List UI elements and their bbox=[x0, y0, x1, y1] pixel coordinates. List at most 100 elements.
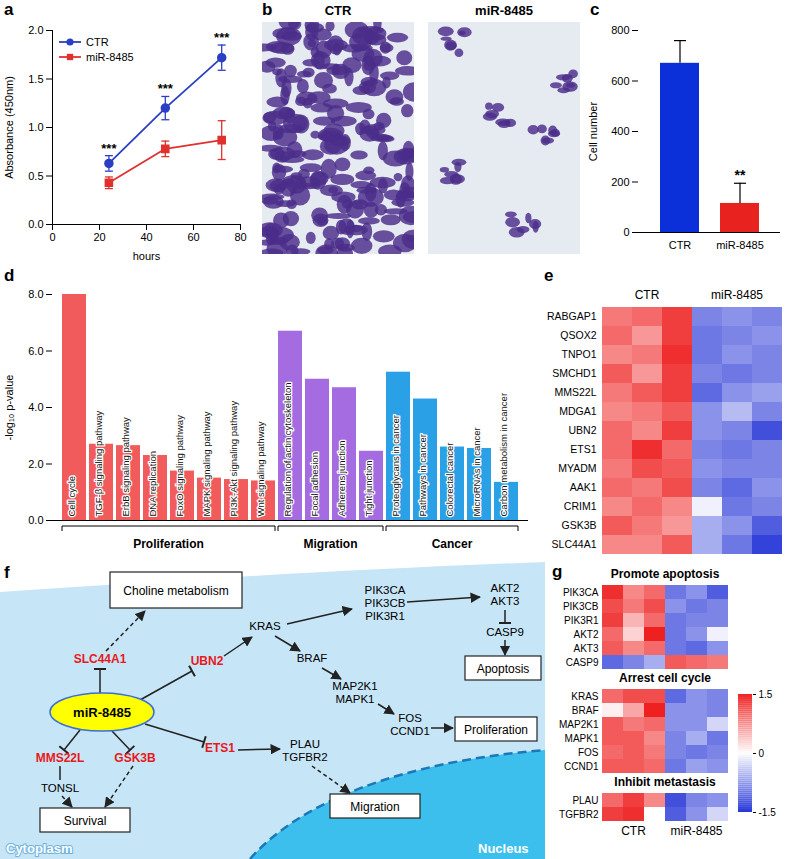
svg-text:Adherens junction: Adherens junction bbox=[336, 440, 347, 516]
svg-text:Pathways in cancer: Pathways in cancer bbox=[417, 434, 428, 516]
svg-text:RABGAP1: RABGAP1 bbox=[547, 310, 597, 322]
svg-text:Regulation of actin cytoskelet: Regulation of actin cytoskeleton bbox=[282, 382, 293, 516]
svg-text:80: 80 bbox=[234, 231, 246, 243]
svg-text:Carbon metabolism in cancer: Carbon metabolism in cancer bbox=[498, 393, 509, 517]
svg-text:AKT3: AKT3 bbox=[491, 595, 520, 607]
svg-text:hours: hours bbox=[133, 250, 161, 262]
svg-text:CTR: CTR bbox=[635, 288, 660, 302]
svg-text:KRAS: KRAS bbox=[249, 620, 281, 632]
svg-text:0: 0 bbox=[49, 231, 55, 243]
svg-text:CTR: CTR bbox=[669, 239, 692, 251]
svg-text:PIK3R1: PIK3R1 bbox=[365, 610, 405, 622]
svg-text:UBN2: UBN2 bbox=[568, 424, 596, 436]
svg-text:MMS22L: MMS22L bbox=[36, 751, 85, 765]
svg-text:Nucleus: Nucleus bbox=[478, 841, 529, 856]
svg-text:MAPK1: MAPK1 bbox=[336, 693, 375, 705]
svg-text:***: *** bbox=[101, 141, 117, 156]
svg-text:-1.5: -1.5 bbox=[759, 807, 777, 818]
svg-text:TGF-β signaling pathway: TGF-β signaling pathway bbox=[93, 410, 104, 516]
svg-text:***: *** bbox=[214, 30, 230, 45]
svg-text:SLC44A1: SLC44A1 bbox=[552, 538, 597, 550]
svg-text:MAP2K1: MAP2K1 bbox=[332, 680, 377, 692]
svg-text:PLAU: PLAU bbox=[572, 795, 598, 806]
svg-text:MAPK1: MAPK1 bbox=[565, 733, 599, 744]
svg-text:0.5: 0.5 bbox=[28, 170, 43, 182]
svg-text:60: 60 bbox=[187, 231, 199, 243]
svg-text:Tight junction: Tight junction bbox=[363, 460, 374, 516]
svg-text:Apoptosis: Apoptosis bbox=[477, 662, 530, 676]
svg-text:CCND1: CCND1 bbox=[564, 761, 599, 772]
svg-text:FOS: FOS bbox=[578, 747, 599, 758]
svg-text:PIK3CB: PIK3CB bbox=[563, 601, 599, 612]
svg-text:20: 20 bbox=[93, 231, 105, 243]
svg-text:FoxO signaling pathway: FoxO signaling pathway bbox=[174, 415, 185, 517]
svg-text:CASP9: CASP9 bbox=[566, 657, 599, 668]
svg-text:ETS1: ETS1 bbox=[205, 741, 235, 755]
svg-text:Migration: Migration bbox=[350, 800, 399, 814]
svg-text:AKT2: AKT2 bbox=[491, 582, 520, 594]
svg-text:TGFBR2: TGFBR2 bbox=[282, 751, 327, 763]
svg-text:Proteoglycans in cancer: Proteoglycans in cancer bbox=[390, 415, 401, 516]
svg-text:Wnt signaling pathway: Wnt signaling pathway bbox=[255, 421, 266, 516]
svg-text:UBN2: UBN2 bbox=[191, 654, 224, 668]
svg-text:***: *** bbox=[158, 81, 174, 96]
svg-text:MMS22L: MMS22L bbox=[554, 386, 596, 398]
svg-text:-log₁₀ p-value: -log₁₀ p-value bbox=[3, 375, 15, 441]
svg-text:Cancer: Cancer bbox=[432, 537, 473, 551]
svg-text:1.0: 1.0 bbox=[28, 121, 43, 133]
svg-text:TONSL: TONSL bbox=[41, 782, 80, 794]
svg-text:Proliferation: Proliferation bbox=[133, 537, 204, 551]
svg-text:800: 800 bbox=[611, 24, 629, 36]
svg-text:PIK3CB: PIK3CB bbox=[365, 597, 406, 609]
svg-text:4.0: 4.0 bbox=[28, 401, 43, 413]
svg-text:0.0: 0.0 bbox=[28, 514, 43, 526]
svg-text:Migration: Migration bbox=[304, 537, 358, 551]
svg-text:SLC44A1: SLC44A1 bbox=[74, 652, 127, 666]
svg-text:miR-8485: miR-8485 bbox=[73, 705, 131, 720]
svg-text:ErbB signaling pathway: ErbB signaling pathway bbox=[120, 417, 131, 517]
svg-text:miR-8485: miR-8485 bbox=[711, 288, 763, 302]
svg-text:ETS1: ETS1 bbox=[570, 443, 596, 455]
svg-text:1.5: 1.5 bbox=[28, 73, 43, 85]
svg-text:Focal adhesion: Focal adhesion bbox=[309, 452, 320, 516]
svg-text:CRIM1: CRIM1 bbox=[564, 500, 597, 512]
svg-text:PIK3R1: PIK3R1 bbox=[564, 615, 599, 626]
svg-text:Cytoplasm: Cytoplasm bbox=[6, 841, 72, 856]
svg-text:40: 40 bbox=[140, 231, 152, 243]
svg-text:MYADM: MYADM bbox=[558, 462, 596, 474]
svg-text:DNA replication: DNA replication bbox=[147, 451, 158, 516]
svg-text:0: 0 bbox=[759, 748, 765, 759]
svg-text:2.0: 2.0 bbox=[28, 24, 43, 36]
svg-text:BRAF: BRAF bbox=[297, 652, 328, 664]
svg-text:Colorectal cancer: Colorectal cancer bbox=[444, 443, 455, 517]
svg-text:CASP9: CASP9 bbox=[486, 626, 524, 638]
svg-text:TGFBR2: TGFBR2 bbox=[559, 809, 599, 820]
svg-text:CCND1: CCND1 bbox=[390, 725, 430, 737]
svg-text:FOS: FOS bbox=[398, 712, 422, 724]
svg-text:**: ** bbox=[735, 167, 746, 183]
svg-text:MAP2K1: MAP2K1 bbox=[559, 719, 599, 730]
svg-text:GSK3B: GSK3B bbox=[114, 751, 156, 765]
svg-text:PLAU: PLAU bbox=[290, 738, 320, 750]
svg-text:TNPO1: TNPO1 bbox=[561, 348, 596, 360]
svg-text:MicroRNAs in cancer: MicroRNAs in cancer bbox=[471, 427, 482, 516]
svg-text:400: 400 bbox=[611, 125, 629, 137]
svg-text:Cell cycle: Cell cycle bbox=[66, 476, 77, 517]
svg-text:6.0: 6.0 bbox=[28, 345, 43, 357]
svg-text:BRAF: BRAF bbox=[572, 705, 599, 716]
svg-text:miR-8485: miR-8485 bbox=[716, 239, 764, 251]
svg-text:0.0: 0.0 bbox=[28, 218, 43, 230]
svg-text:QSOX2: QSOX2 bbox=[560, 329, 596, 341]
svg-text:200: 200 bbox=[611, 176, 629, 188]
svg-text:PIK3CA: PIK3CA bbox=[365, 584, 406, 596]
svg-text:Proliferation: Proliferation bbox=[464, 723, 528, 737]
svg-text:Cell number: Cell number bbox=[587, 102, 599, 162]
svg-text:1.5: 1.5 bbox=[759, 689, 773, 700]
svg-text:PIK3CA: PIK3CA bbox=[563, 587, 599, 598]
svg-text:600: 600 bbox=[611, 75, 629, 87]
svg-text:2.0: 2.0 bbox=[28, 458, 43, 470]
svg-text:KRAS: KRAS bbox=[571, 691, 599, 702]
svg-text:MDGA1: MDGA1 bbox=[559, 405, 597, 417]
svg-text:AKT3: AKT3 bbox=[573, 643, 598, 654]
svg-text:PI3K-Akt signaling pathway: PI3K-Akt signaling pathway bbox=[228, 401, 239, 517]
